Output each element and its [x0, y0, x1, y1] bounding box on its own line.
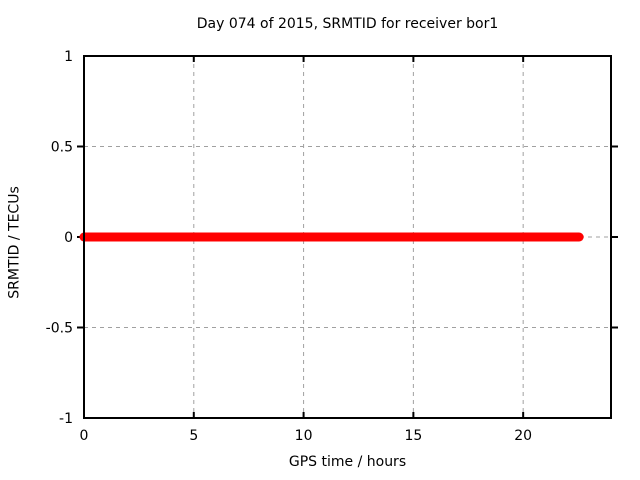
chart-title: Day 074 of 2015, SRMTID for receiver bor… — [196, 16, 499, 32]
y-tick-label: 0.5 — [51, 140, 73, 156]
y-tick-label: -1 — [59, 411, 73, 427]
plot-border — [83, 55, 612, 419]
x-tick-label: 10 — [295, 428, 313, 444]
x-tick-label: 15 — [404, 428, 422, 444]
y-tick-label: 1 — [64, 49, 73, 65]
x-tick-label: 0 — [80, 428, 89, 444]
x-tick-label: 5 — [189, 428, 198, 444]
x-tick-label: 20 — [514, 428, 532, 444]
x-axis-label: GPS time / hours — [288, 454, 407, 470]
y-tick-label: 0 — [64, 230, 73, 246]
y-tick-label: -0.5 — [46, 321, 73, 337]
